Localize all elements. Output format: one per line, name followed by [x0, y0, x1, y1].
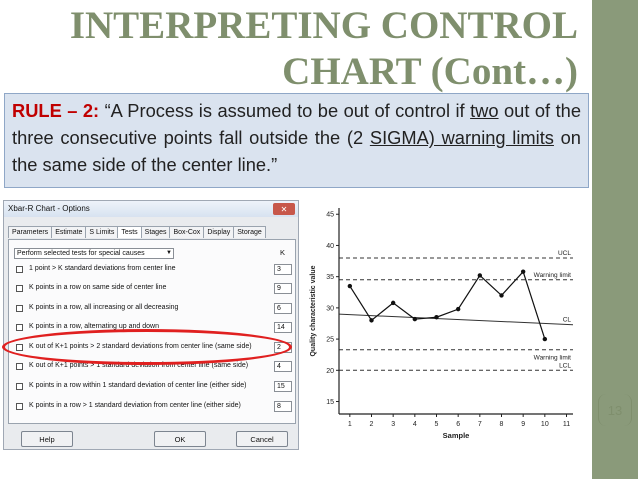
test-checkbox[interactable]: [16, 266, 23, 273]
tab-tests[interactable]: Tests: [117, 226, 142, 238]
data-point: [412, 316, 418, 322]
rule-highlight-ellipse: [2, 329, 292, 365]
options-dialog: Xbar-R Chart - Options ✕ Parameters Esti…: [3, 200, 299, 450]
dialog-close-button[interactable]: ✕: [273, 203, 295, 215]
tab-estimate[interactable]: Estimate: [51, 226, 87, 238]
test-k-input[interactable]: 4: [274, 361, 292, 372]
test-k-input[interactable]: 15: [274, 381, 292, 392]
reference-line-label: Warning limit: [534, 272, 572, 279]
y-tick-label: 15: [326, 399, 334, 406]
rule-text-underlined-1: two: [470, 100, 499, 121]
data-point: [499, 293, 504, 298]
data-point: [390, 300, 396, 306]
reference-line-label: Warning limit: [534, 355, 572, 362]
x-tick-label: 5: [435, 421, 439, 428]
test-k-input[interactable]: 6: [274, 303, 292, 314]
data-point: [542, 336, 548, 342]
test-checkbox[interactable]: [16, 324, 23, 331]
test-checkbox[interactable]: [16, 363, 23, 370]
x-tick-label: 3: [391, 421, 395, 428]
x-axis-label: Sample: [443, 431, 470, 440]
test-row: K out of K+1 points > 1 standard deviati…: [16, 361, 292, 373]
rule-text-box: RULE – 2: “A Process is assumed to be ou…: [4, 93, 589, 188]
x-tick-label: 6: [456, 421, 460, 428]
tab-s-limits[interactable]: S Limits: [85, 226, 119, 238]
data-point: [477, 273, 483, 278]
test-checkbox[interactable]: [16, 403, 23, 410]
ok-button[interactable]: OK: [154, 431, 206, 447]
x-tick-label: 9: [521, 421, 525, 428]
series-line: [349, 270, 546, 340]
test-label: K points in a row on same side of center…: [29, 284, 167, 291]
dialog-title: Xbar-R Chart - Options: [8, 204, 90, 213]
y-tick-label: 30: [326, 305, 334, 312]
test-row: K points in a row, alternating up and do…: [16, 322, 292, 334]
tests-mode-select[interactable]: Perform selected tests for special cause…: [14, 248, 174, 259]
test-k-input[interactable]: 3: [274, 264, 292, 275]
x-tick-label: 8: [500, 421, 504, 428]
x-tick-label: 11: [563, 421, 570, 428]
test-label: K points in a row > 1 standard deviation…: [29, 402, 241, 409]
k-column-header: K: [280, 248, 286, 257]
rule-text-1: “A Process is assumed to be out of contr…: [99, 100, 471, 121]
tab-box-cox[interactable]: Box-Cox: [169, 226, 205, 238]
y-tick-label: 25: [326, 337, 334, 344]
rule-text-3: on the same side of the center line.”: [12, 127, 581, 175]
slide-title-line2: CHART (Cont…): [282, 50, 578, 93]
test-label: 1 point > K standard deviations from cen…: [29, 265, 176, 272]
rule-heading: RULE – 2:: [12, 100, 100, 121]
test-label: K points in a row within 1 standard devi…: [29, 382, 247, 389]
chevron-down-icon: ▼: [166, 250, 172, 256]
x-tick-label: 1: [348, 421, 352, 428]
reference-line-label: CL: [563, 317, 572, 324]
test-row: K points in a row on same side of center…: [16, 283, 292, 295]
test-k-input[interactable]: 14: [274, 322, 292, 333]
data-point: [455, 306, 461, 312]
y-tick-label: 20: [326, 368, 334, 375]
y-axis-label: Quality characteristic value: [310, 265, 317, 356]
test-row: 1 point > K standard deviations from cen…: [16, 264, 292, 276]
test-row: K points in a row > 1 standard deviation…: [16, 401, 292, 413]
rule-text-2: out of the three consecutive points fall…: [12, 100, 581, 148]
test-label: K out of K+1 points > 1 standard deviati…: [29, 362, 249, 369]
data-point: [434, 315, 439, 320]
data-point: [369, 318, 374, 323]
tab-parameters[interactable]: Parameters: [8, 226, 53, 238]
help-button[interactable]: Help: [21, 431, 73, 447]
tab-storage[interactable]: Storage: [233, 226, 266, 238]
test-checkbox[interactable]: [16, 285, 23, 292]
test-row: K points in a row, all increasing or all…: [16, 303, 292, 315]
test-checkbox[interactable]: [16, 383, 23, 390]
reference-line-label: LCL: [559, 362, 571, 369]
tab-stages[interactable]: Stages: [140, 226, 171, 238]
reference-line-label: UCL: [558, 250, 571, 257]
y-tick-label: 40: [326, 243, 334, 250]
y-tick-label: 35: [326, 274, 334, 281]
test-label: K points in a row, all increasing or all…: [29, 304, 179, 311]
test-row: K points in a row within 1 standard devi…: [16, 381, 292, 393]
page-number: 13: [598, 394, 632, 426]
test-k-input[interactable]: 8: [274, 401, 292, 412]
rule-text-underlined-2: SIGMA) warning limits: [369, 127, 554, 148]
x-tick-label: 10: [541, 421, 549, 428]
tab-display[interactable]: Display: [203, 226, 235, 238]
dialog-title-bar: Xbar-R Chart - Options: [4, 201, 298, 217]
y-tick-label: 45: [326, 212, 334, 219]
test-label: K points in a row, alternating up and do…: [29, 323, 159, 330]
data-point: [347, 283, 353, 289]
cancel-button[interactable]: Cancel: [236, 431, 288, 447]
test-checkbox[interactable]: [16, 305, 23, 312]
x-tick-label: 2: [370, 421, 374, 428]
data-point: [520, 269, 526, 274]
tests-mode-value: Perform selected tests for special cause…: [17, 250, 145, 257]
x-tick-label: 7: [478, 421, 482, 428]
slide-title-line1: INTERPRETING CONTROL: [69, 4, 578, 47]
x-tick-label: 4: [413, 421, 417, 428]
test-k-input[interactable]: 9: [274, 283, 292, 294]
dialog-tabs: Parameters Estimate S Limits Tests Stage…: [8, 226, 266, 238]
